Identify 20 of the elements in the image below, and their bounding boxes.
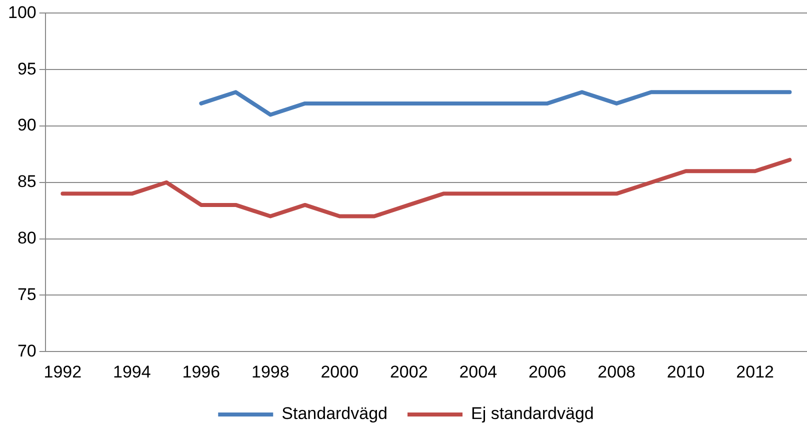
x-tick-label: 2010 bbox=[666, 362, 705, 382]
y-tick-label: 75 bbox=[17, 284, 36, 304]
legend-label: Ej standardvägd bbox=[471, 404, 594, 424]
y-tick-label: 100 bbox=[8, 2, 36, 22]
x-tick-label: 2000 bbox=[320, 362, 359, 382]
y-tick-label: 80 bbox=[17, 228, 36, 248]
x-tick-label: 2012 bbox=[736, 362, 774, 382]
y-tick-label: 95 bbox=[17, 59, 36, 78]
x-tick-label: 1992 bbox=[44, 362, 82, 382]
x-tick-label: 2006 bbox=[528, 362, 566, 382]
x-tick-label: 1994 bbox=[113, 362, 151, 382]
x-tick-label: 2004 bbox=[459, 362, 498, 382]
x-tick-label: 1996 bbox=[182, 362, 220, 382]
legend-label: Standardvägd bbox=[282, 404, 388, 424]
y-tick-label: 90 bbox=[17, 116, 36, 135]
x-tick-label: 2002 bbox=[390, 362, 428, 382]
x-tick-label: 2008 bbox=[598, 362, 636, 382]
y-tick-label: 85 bbox=[17, 172, 36, 192]
x-tick-label: 1998 bbox=[251, 362, 290, 382]
y-tick-label: 70 bbox=[17, 341, 36, 360]
